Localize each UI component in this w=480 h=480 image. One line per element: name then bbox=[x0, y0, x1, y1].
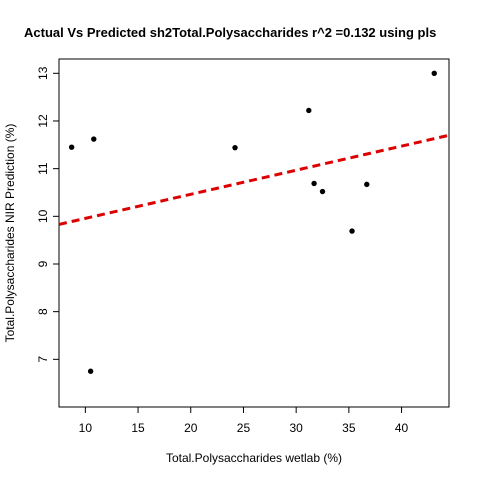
y-tick-label: 7 bbox=[36, 356, 50, 363]
x-tick-label: 30 bbox=[289, 421, 303, 435]
chart-title: Actual Vs Predicted sh2Total.Polysacchar… bbox=[24, 25, 436, 40]
data-point bbox=[364, 181, 370, 188]
data-point bbox=[349, 228, 355, 234]
x-tick-label: 40 bbox=[395, 421, 409, 435]
y-tick-label: 8 bbox=[36, 308, 50, 315]
x-tick-label: 25 bbox=[237, 421, 251, 435]
plot-frame bbox=[58, 58, 450, 408]
x-tick-label: 15 bbox=[131, 421, 145, 435]
data-point bbox=[431, 70, 437, 77]
x-tick-label: 35 bbox=[342, 421, 356, 435]
y-tick-label: 13 bbox=[36, 66, 50, 80]
y-tick-label: 12 bbox=[36, 114, 50, 128]
x-tick-label: 20 bbox=[184, 421, 198, 435]
points-group bbox=[68, 70, 437, 374]
data-point bbox=[91, 136, 97, 142]
data-point bbox=[232, 144, 238, 151]
x-axis-label: Total.Polysaccharides wetlab (%) bbox=[166, 451, 342, 465]
y-axis-label: Total.Polysaccharides NIR Prediction (%) bbox=[3, 124, 17, 343]
data-point bbox=[68, 144, 75, 150]
y-tick-label: 9 bbox=[36, 260, 50, 267]
data-point bbox=[319, 188, 326, 195]
fit-line-group bbox=[58, 133, 450, 226]
x-axis: 10 15 20 25 30 35 40 bbox=[79, 407, 409, 435]
y-tick-label: 10 bbox=[36, 209, 50, 223]
data-point bbox=[306, 107, 312, 114]
y-axis: 7 8 9 10 11 12 13 bbox=[36, 66, 59, 363]
data-point bbox=[311, 180, 317, 187]
data-point bbox=[87, 368, 94, 374]
y-tick-label: 11 bbox=[36, 162, 50, 175]
x-tick-label: 10 bbox=[79, 421, 93, 435]
fit-line bbox=[58, 133, 450, 226]
